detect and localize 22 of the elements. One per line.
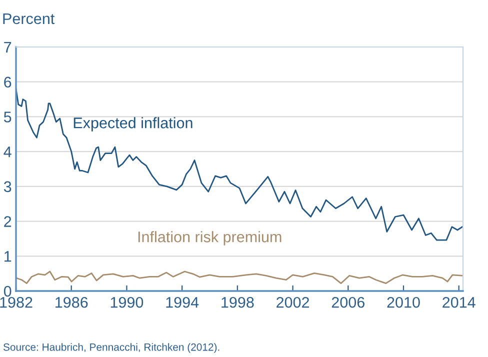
x-tick-label: 2010 bbox=[387, 296, 420, 308]
series-label: Expected inflation bbox=[74, 117, 192, 132]
y-tick-label: 6 bbox=[4, 76, 12, 88]
x-tick-label: 1994 bbox=[166, 296, 199, 308]
line-series bbox=[16, 270, 463, 284]
x-tick-label: 1982 bbox=[0, 296, 32, 308]
x-tick-label: 2014 bbox=[442, 296, 476, 308]
y-tick-label: 3 bbox=[4, 181, 12, 192]
y-tick-label: 5 bbox=[4, 112, 12, 122]
y-axis-title: Percent bbox=[3, 13, 55, 24]
y-tick-label: 1 bbox=[4, 251, 12, 262]
x-tick-label: 1990 bbox=[110, 296, 144, 308]
text: Inflation risk premium bbox=[138, 231, 282, 246]
source-note: Source: Haubrich, Pennacchi, Ritchken (2012). bbox=[3, 343, 220, 353]
y-tick-label: 4 bbox=[4, 146, 12, 158]
y-tick-label: 2 bbox=[4, 216, 12, 227]
x-tick-label: 1998 bbox=[222, 296, 254, 308]
y-tick-label: 7 bbox=[4, 42, 12, 53]
x-tick-label: 2002 bbox=[276, 296, 310, 308]
y-tick-label: 0 bbox=[4, 286, 12, 297]
x-tick-label: 1986 bbox=[56, 296, 88, 308]
x-tick-label: 2006 bbox=[332, 296, 364, 308]
